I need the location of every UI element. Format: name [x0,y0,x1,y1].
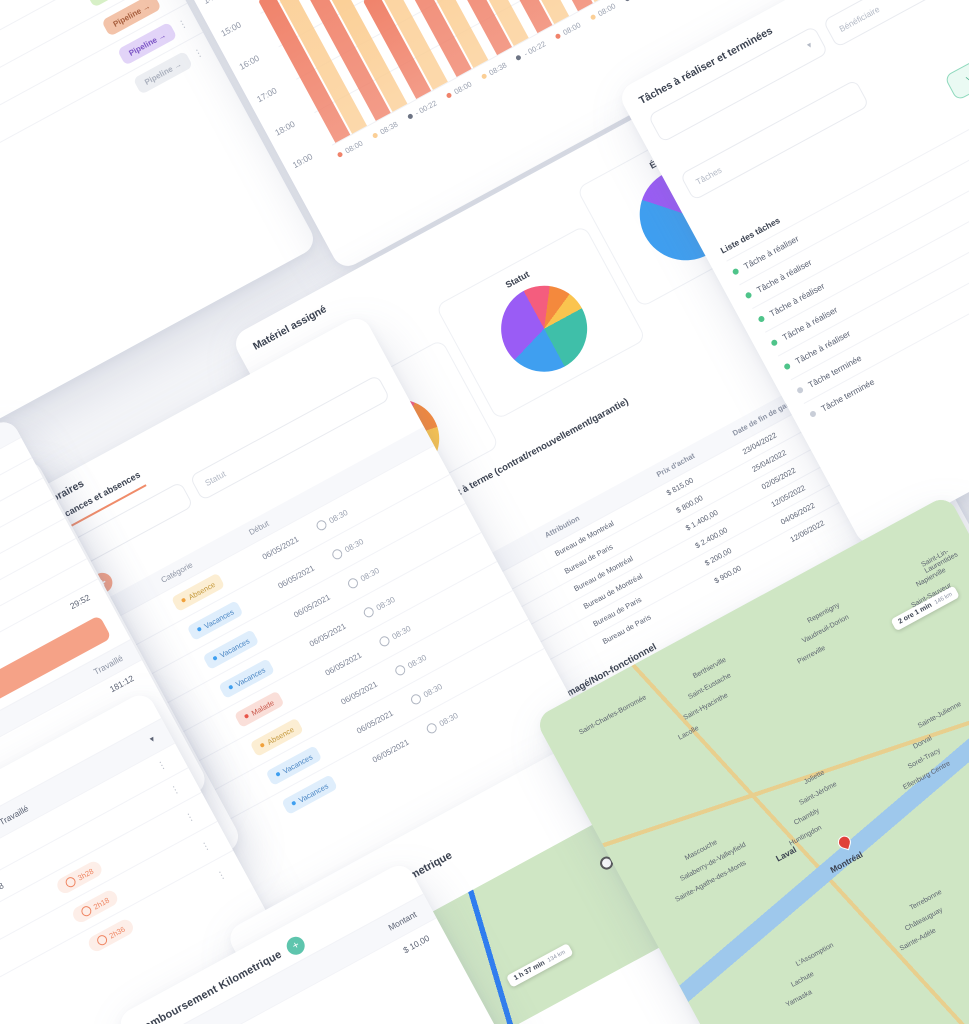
legend-dot [624,0,632,2]
map-label: Yamaska [784,989,814,1009]
row-menu-icon[interactable]: ⋮ [214,867,230,883]
row-menu-icon[interactable]: ⋮ [183,809,199,825]
chevron-down-icon: ▾ [805,39,814,51]
legend-label: - 00:22 [413,98,439,118]
legend-label: 08:00 [343,138,365,156]
legend-dot [515,54,523,61]
footer-val-worked: 181:12 [107,673,136,695]
legend-label: - 00:22 [522,39,548,59]
map-label: Lacolle [677,725,701,742]
task-status-dot [757,314,766,324]
legend-item: 08:38 [371,119,400,141]
start-time: 08:30 [393,652,428,678]
legend-label: 08:38 [487,60,509,78]
legend-label: 08:00 [596,1,618,19]
map-label: Lachute [789,970,816,989]
task-status-dot [796,386,805,395]
task-status-dot [744,291,753,300]
legend-dot [445,92,453,99]
row-menu-icon[interactable]: ⋮ [191,45,207,61]
legend-dot [371,132,379,139]
start-time: 08:30 [424,710,460,736]
map-label: Huntingdon [788,824,823,848]
chip-dot [212,655,218,661]
clock-icon [63,875,77,890]
chevron-down-icon[interactable]: ▾ [147,733,157,745]
start-time: 08:30 [361,594,397,620]
map-pin-montreal [835,833,853,851]
map-label: Chambly [793,807,821,827]
chip-dot [275,771,281,777]
start-time: 08:30 [377,623,413,649]
legend-dot [336,151,344,158]
y-axis-tick: 14:00 [201,0,224,5]
y-axis-tick: 15:00 [219,19,243,39]
start-time: 08:30 [314,507,350,533]
filter-placeholder: Statut [203,468,228,488]
chip-dot [259,742,265,748]
y-axis-tick: 17:00 [255,85,279,105]
clock-icon [79,904,93,919]
total-worked: 29:52 [68,592,92,612]
chip-dot [180,597,187,603]
start-time: 08:30 [330,536,365,562]
y-axis-tick: 18:00 [272,118,297,138]
task-status-dot [808,409,818,419]
map-label: Sainte-Adèle [898,927,938,953]
clock-icon [94,933,109,948]
map-city-montreal: Montréal [828,849,865,876]
map-label: Saint-Charles-Borromée [578,694,648,737]
chip-dot [291,800,297,806]
legend-label: 08:00 [452,79,474,97]
legend-dot [554,32,562,40]
map-route-badge: 2 ore 1 min 146 km [890,585,961,632]
legend-item: 08:00 [336,138,365,160]
map-label: Châteauguay [903,906,944,933]
map-city-laval: Laval [774,844,798,864]
legend-item: 08:00 [553,20,582,41]
legend-dot [589,13,597,21]
legend-dot [480,73,488,80]
chip-dot [196,626,203,632]
y-axis-tick: 19:00 [290,151,315,171]
row-menu-icon[interactable]: ⋮ [175,16,191,32]
map-label: L'Assomption [794,941,835,969]
map-label: Saint-Jérôme [798,780,838,807]
map-label: Pierreville [796,644,827,666]
legend-label: 08:38 [378,119,400,137]
task-status-dot [783,362,792,371]
map-label: Sainte-Julienne [916,700,963,731]
row-menu-icon[interactable]: ⋮ [168,782,184,798]
route-badge-2: 1 h 37 min 134 km [506,943,574,988]
start-time: 08:30 [409,681,444,707]
chip-dot [228,684,234,690]
y-axis-tick: 16:00 [237,52,261,72]
start-time: 08:30 [346,565,381,591]
legend-item: - 00:00 [623,0,656,4]
legend-dot [406,113,414,121]
row-menu-icon[interactable]: ⋮ [155,758,171,774]
legend-item: 08:38 [480,60,509,81]
row-menu-icon[interactable]: ⋮ [198,838,214,854]
task-status-dot [770,338,779,347]
task-status-dot [731,267,740,276]
recruitment-rows: En ligne👤 1310Pipeline →⋮En ligne👤 821Pi… [0,0,219,262]
legend-item: 08:00 [445,79,474,100]
map-label: Joliette [802,769,826,787]
worked-value: 08:38 [0,879,6,899]
chip-dot [243,713,250,719]
legend-item: 08:00 [588,1,617,22]
add-icon[interactable]: + [283,933,309,958]
legend-label: 08:00 [561,20,583,38]
map-label: Dorval [912,734,934,751]
cell-amount: $ 10,00 [401,932,432,956]
row-menu-icon[interactable]: ⋮ [160,0,175,3]
